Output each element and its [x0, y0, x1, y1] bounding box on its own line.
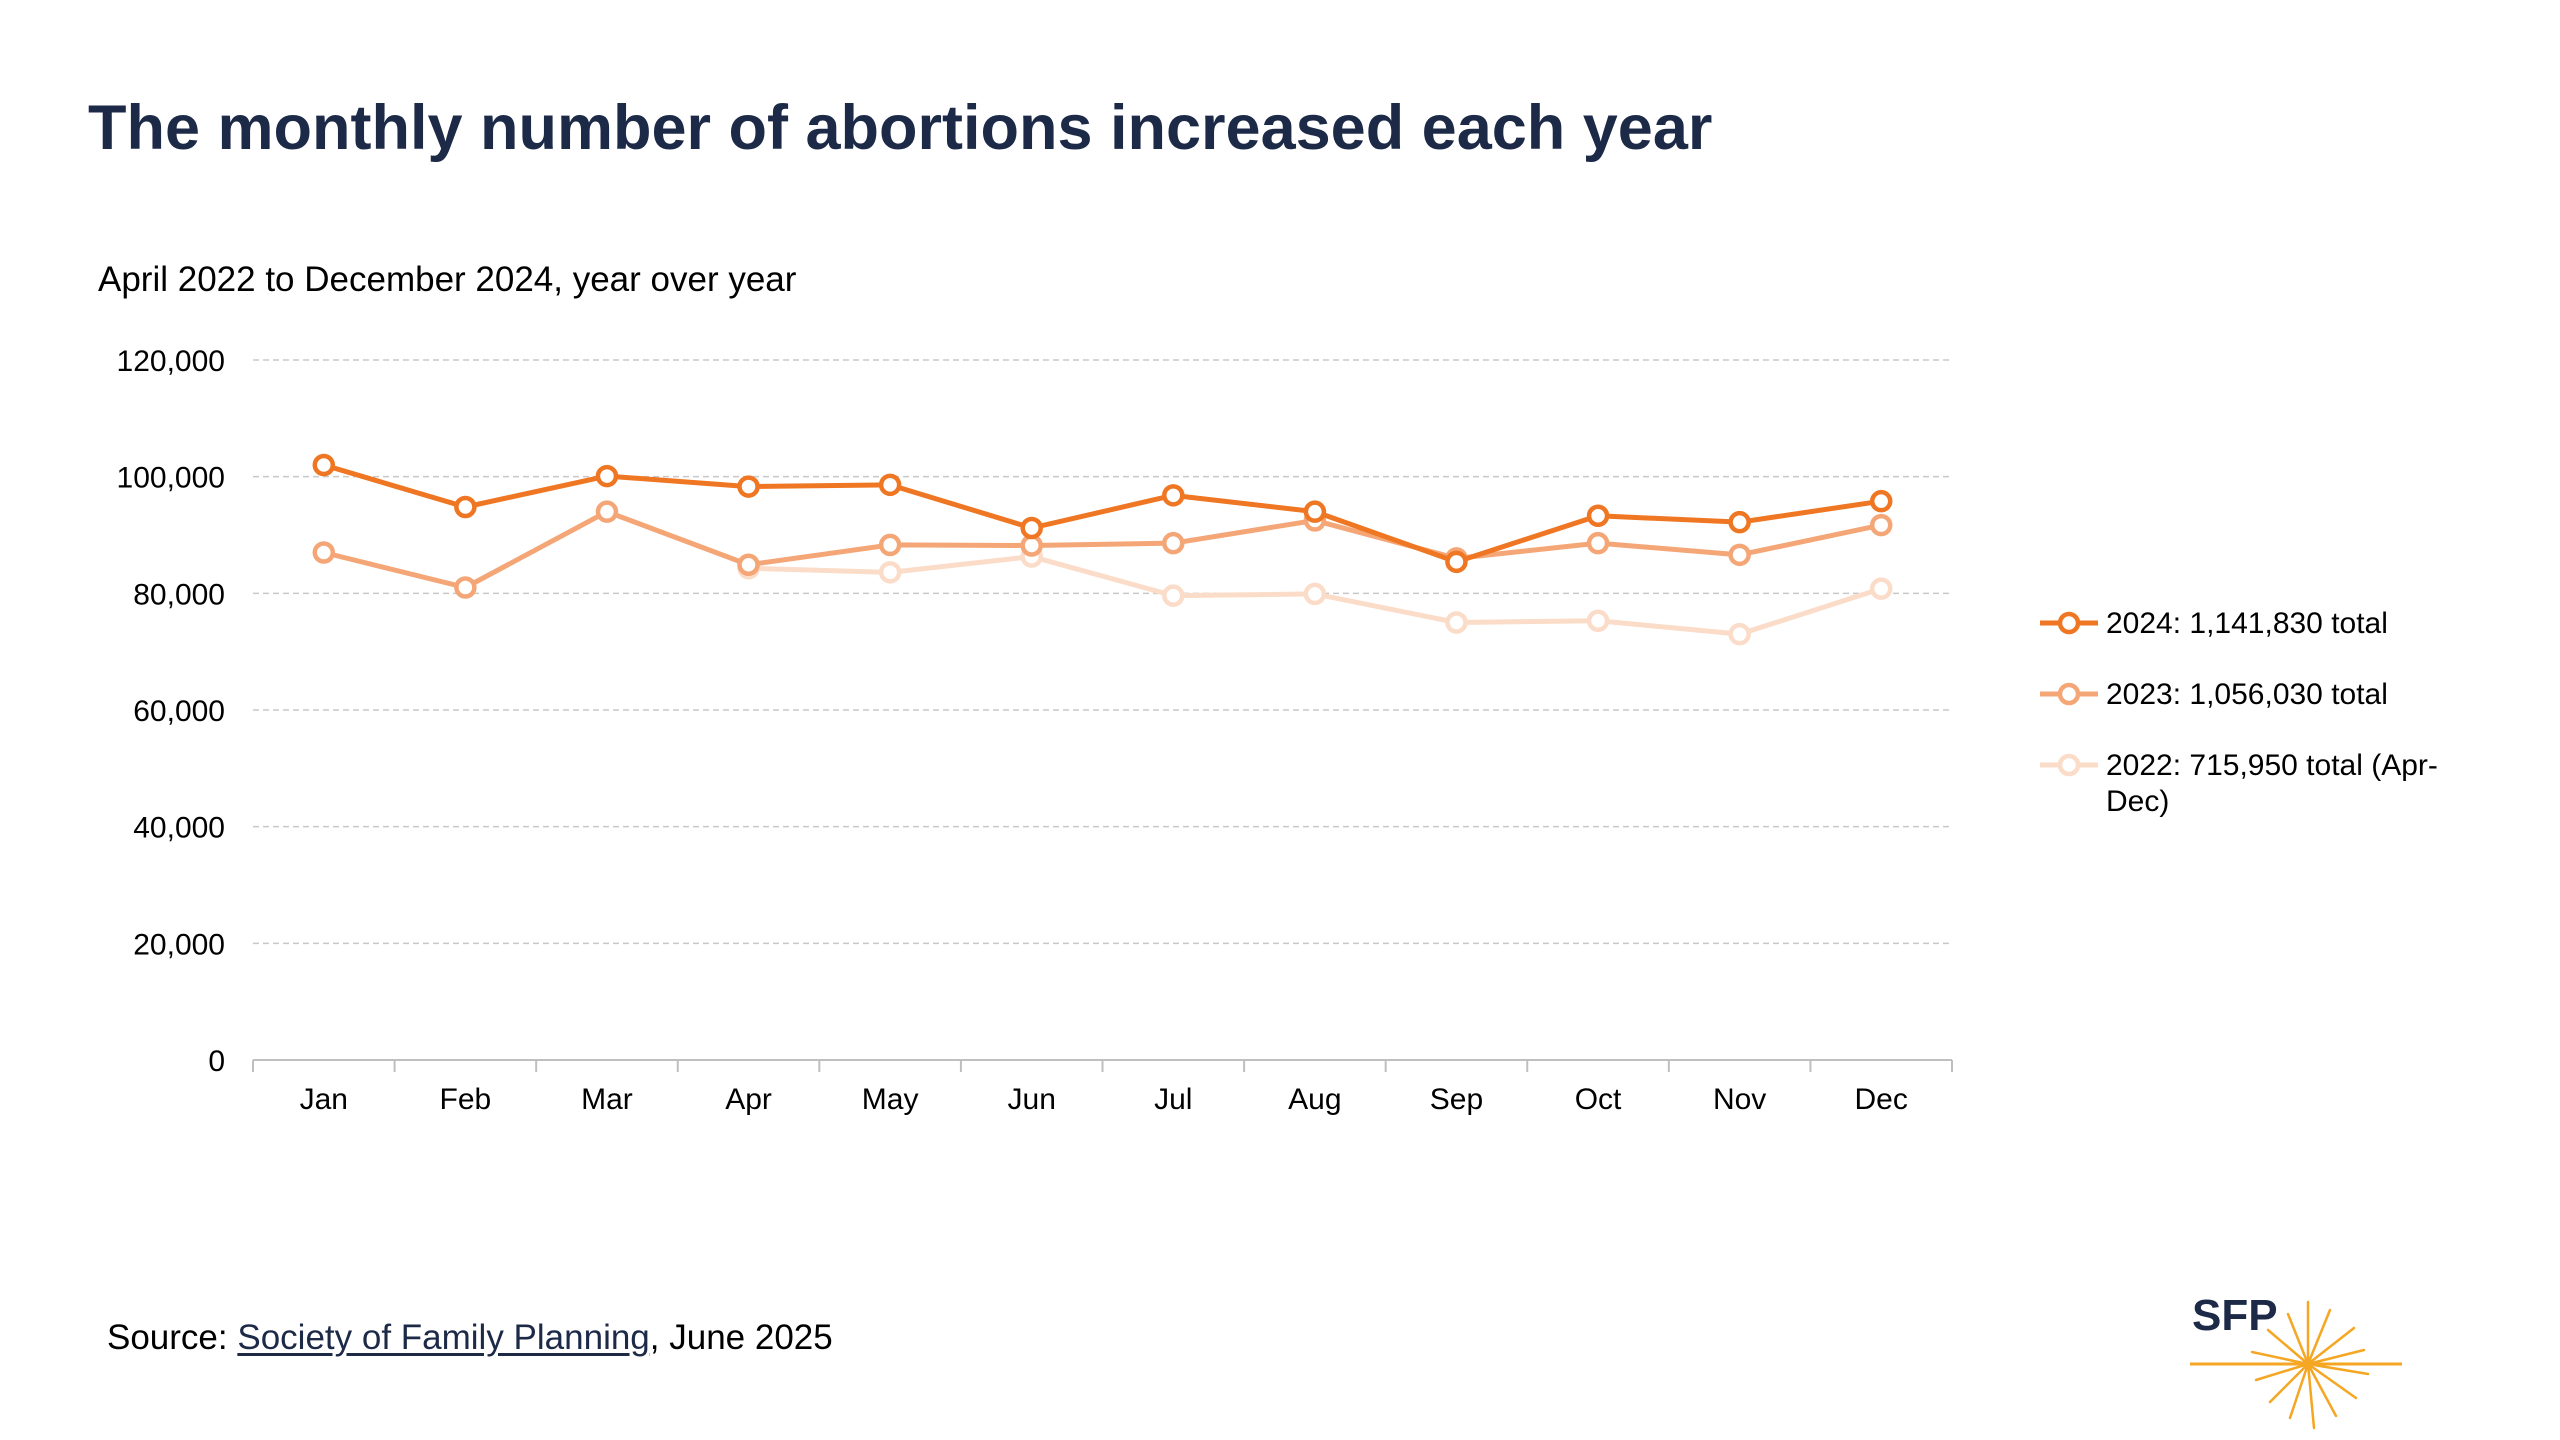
- data-point: [878, 473, 902, 497]
- source-link[interactable]: Society of Family Planning: [237, 1318, 650, 1357]
- gridlines: [253, 359, 1952, 945]
- data-point: [1728, 622, 1751, 646]
- y-tick-label: 20,000: [133, 928, 225, 961]
- x-tick-label: May: [862, 1083, 919, 1116]
- legend-item: 2023: 1,056,030 total: [2040, 678, 2388, 711]
- data-point: [1162, 484, 1185, 507]
- logo-ray: [2306, 1308, 2332, 1366]
- legend-item: 2022: 715,950 total (Apr-Dec): [2040, 749, 2438, 818]
- data-point: [595, 464, 619, 488]
- legend-swatch-marker: [2057, 611, 2081, 635]
- data-point: [312, 541, 336, 564]
- y-tick-label: 120,000: [117, 345, 225, 378]
- series-lines: [312, 453, 1893, 646]
- legend-label: Dec): [2106, 785, 2169, 818]
- data-point: [454, 495, 477, 519]
- x-tick-label: Jun: [1008, 1083, 1056, 1116]
- x-tick-label: Oct: [1575, 1083, 1622, 1116]
- x-tick-label: Nov: [1713, 1083, 1766, 1116]
- y-tick-label: 0: [208, 1045, 225, 1078]
- data-point: [1869, 489, 1893, 513]
- data-point: [1869, 513, 1893, 537]
- data-point: [878, 561, 902, 584]
- data-point: [1162, 584, 1185, 607]
- data-point: [1728, 510, 1751, 534]
- x-tick-label: Jul: [1154, 1083, 1192, 1116]
- logo-ray: [2306, 1362, 2316, 1430]
- y-tick-label: 80,000: [133, 578, 225, 611]
- logo-ray: [2288, 1362, 2310, 1420]
- data-point: [1020, 516, 1043, 540]
- data-point: [1586, 504, 1610, 527]
- data-point: [737, 475, 760, 498]
- logo-ray: [2268, 1362, 2310, 1404]
- legend-label: 2024: 1,141,830 total: [2106, 607, 2388, 640]
- source-note: Source: Society of Family Planning, June…: [107, 1318, 833, 1358]
- y-tick-label: 40,000: [133, 812, 225, 845]
- logo-ray: [2306, 1362, 2338, 1418]
- logo-ray: [2306, 1348, 2366, 1366]
- logo-ray: [2306, 1362, 2358, 1400]
- data-point: [1869, 577, 1893, 600]
- y-tick-label: 60,000: [133, 695, 225, 728]
- series-1: [312, 500, 1893, 599]
- y-tick-label: 100,000: [117, 462, 225, 495]
- legend-label: 2023: 1,056,030 total: [2106, 678, 2388, 711]
- series-0: [312, 453, 1893, 574]
- data-point: [595, 500, 619, 523]
- x-tick-label: Mar: [581, 1083, 633, 1116]
- legend-swatch-marker: [2057, 753, 2081, 777]
- logo-ray: [2250, 1350, 2310, 1366]
- logo-text: SFP: [2192, 1291, 2278, 1340]
- data-point: [1445, 550, 1468, 574]
- data-point: [1303, 500, 1327, 523]
- logo-ray: [2306, 1362, 2370, 1376]
- legend-swatch-marker: [2057, 682, 2081, 706]
- series-line: [323, 462, 1882, 565]
- axes: 0 20,000 40,000 60,000 80,000 100,000 120,000 J…: [117, 345, 1953, 1116]
- chart-subtitle: April 2022 to December 2024, year over y…: [98, 260, 797, 299]
- x-tick-label: Feb: [440, 1083, 492, 1116]
- data-point: [1303, 582, 1327, 606]
- data-point: [1586, 531, 1610, 555]
- x-tick-label: Apr: [725, 1083, 772, 1116]
- logo-ray: [2266, 1328, 2310, 1366]
- legend: 2024: 1,141,830 total 2023: 1,056,030 tot…: [2040, 607, 2438, 818]
- legend-item: 2024: 1,141,830 total: [2040, 607, 2388, 640]
- legend-label: 2022: 715,950 total (Apr-: [2106, 749, 2438, 782]
- source-prefix: Source:: [107, 1318, 238, 1357]
- data-point: [454, 576, 477, 599]
- starburst-icon: [2190, 1300, 2402, 1430]
- data-point: [1586, 609, 1610, 632]
- x-tick-label: Aug: [1288, 1083, 1341, 1116]
- source-suffix: , June 2025: [649, 1318, 833, 1357]
- data-point: [1728, 543, 1751, 567]
- data-point: [1445, 611, 1468, 634]
- logo-ray: [2254, 1362, 2310, 1382]
- logo-ray: [2306, 1326, 2356, 1366]
- logo-ray: [2286, 1312, 2310, 1366]
- data-point: [312, 453, 336, 477]
- sfp-logo: SFP: [2190, 1291, 2402, 1430]
- series-line: [323, 509, 1882, 590]
- data-point: [878, 533, 902, 557]
- x-tick-label: Jan: [300, 1083, 348, 1116]
- data-point: [1162, 531, 1185, 555]
- x-tick-label: Sep: [1430, 1083, 1483, 1116]
- x-tick-label: Dec: [1855, 1083, 1908, 1116]
- chart-title: The monthly number of abortions increase…: [88, 93, 1713, 163]
- series-2: [737, 545, 1893, 646]
- data-point: [737, 553, 760, 576]
